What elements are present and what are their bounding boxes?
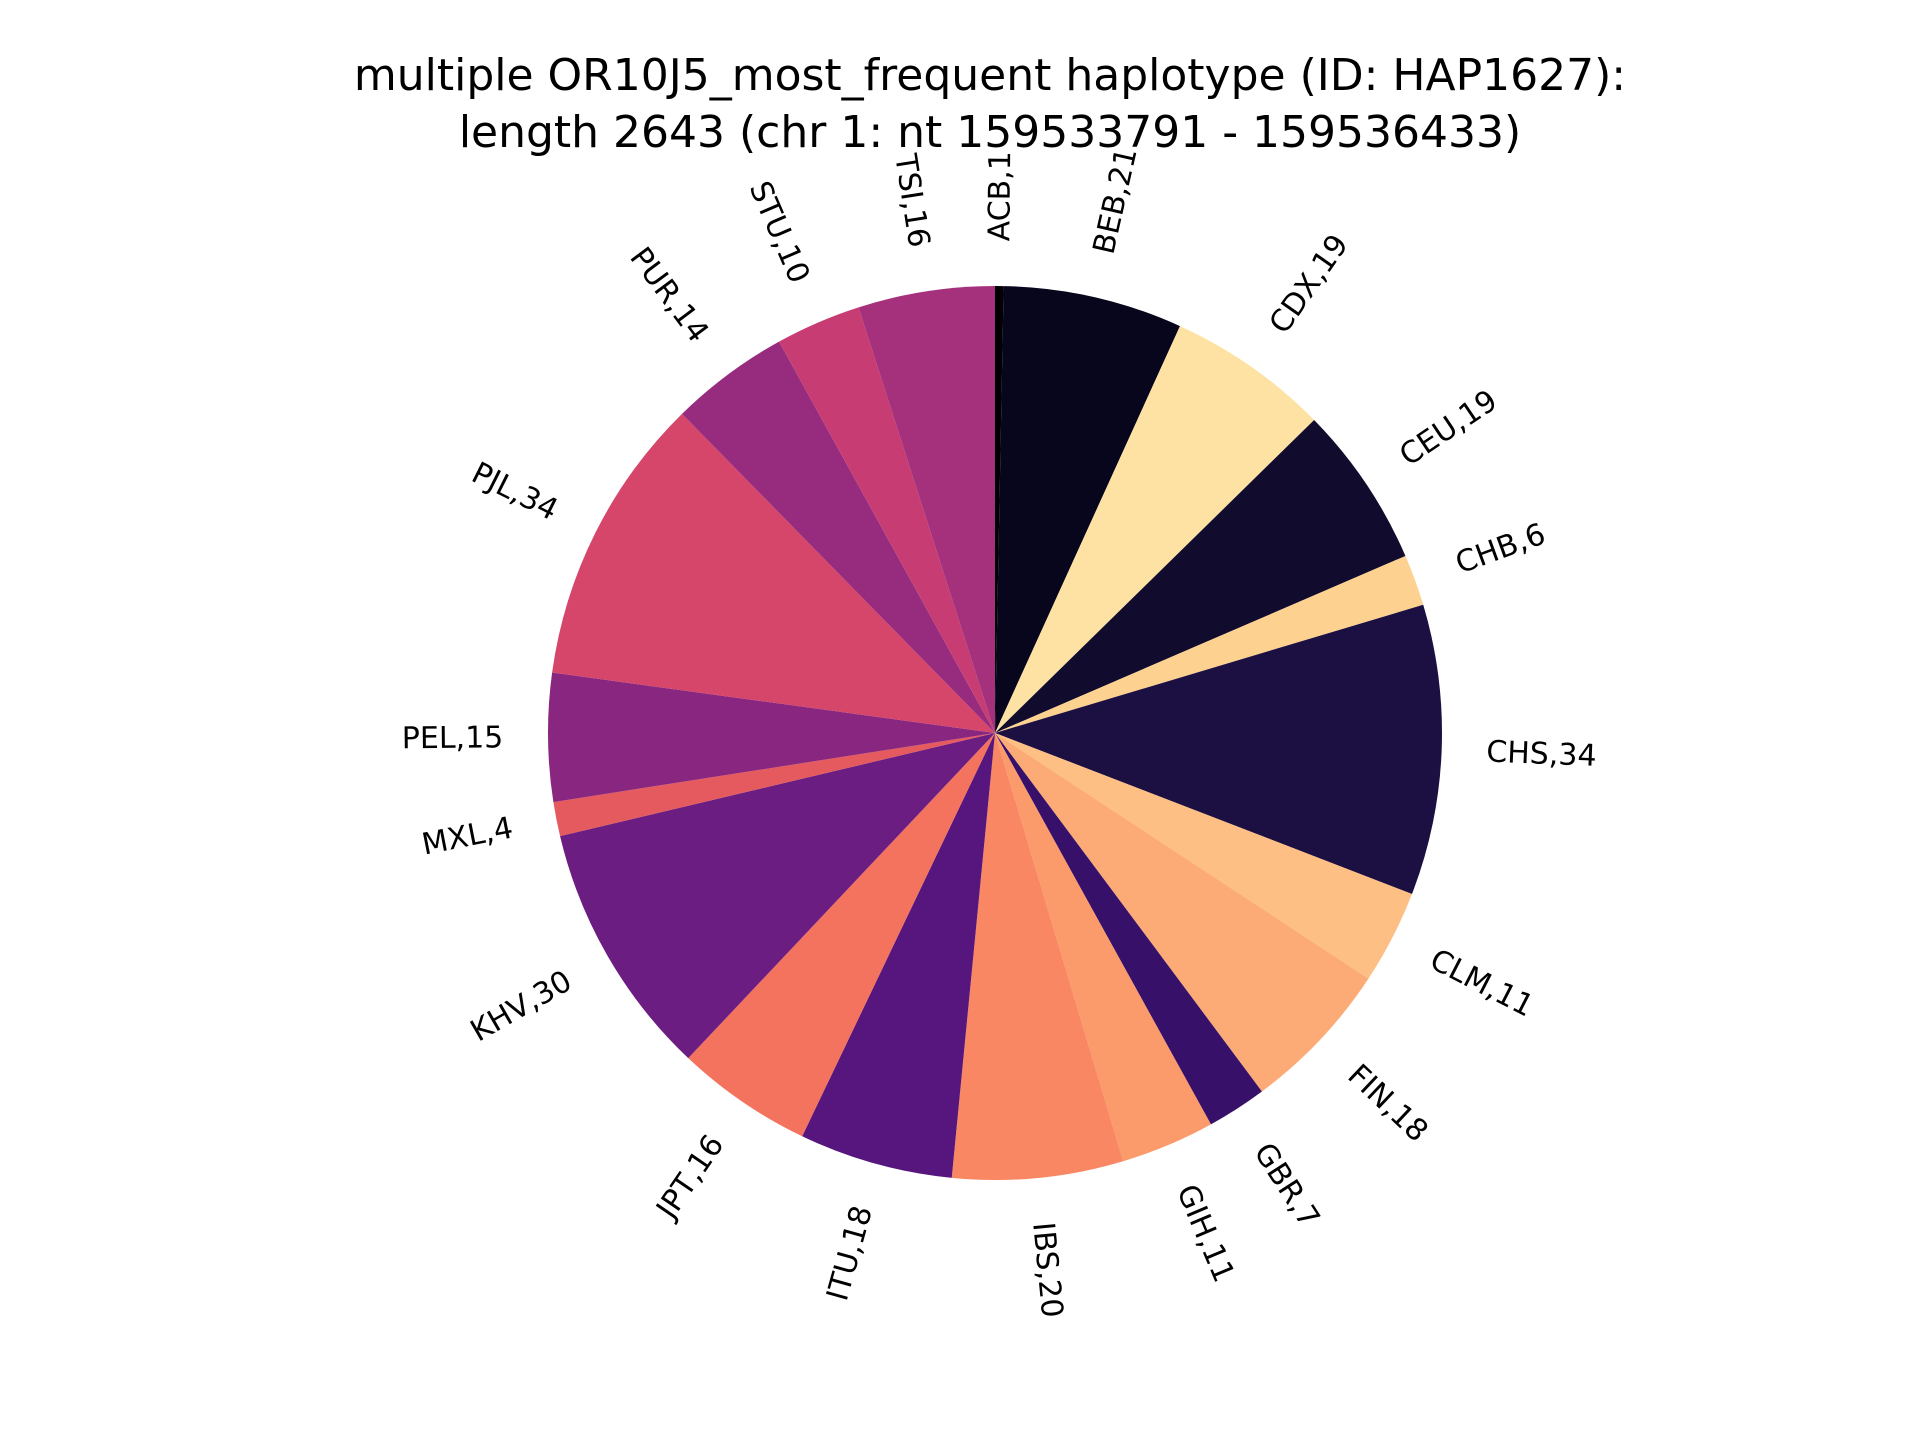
pie-slice-jpt <box>688 733 995 1137</box>
pie-slice-cdx <box>995 326 1315 733</box>
pie-slice-gbr <box>995 733 1262 1125</box>
pie-slice-pel <box>547 672 995 803</box>
chart-title: multiple OR10J5_most_frequent haplotype … <box>354 50 1626 158</box>
pie-label-chs: CHS,34 <box>1486 735 1598 774</box>
pie-slice-chs <box>995 604 1442 894</box>
pie-slice-ceu <box>995 420 1406 733</box>
pie-slice-tsi <box>858 286 995 733</box>
pie-slice-mxl <box>553 733 995 837</box>
pie-slices <box>547 285 1442 1180</box>
pie-slice-khv <box>560 733 995 1059</box>
pie-slice-gih <box>995 733 1211 1162</box>
pie-label-acb: ACB,1 <box>982 151 1018 241</box>
pie-slice-itu <box>802 733 995 1178</box>
chart-title-line-1: multiple OR10J5_most_frequent haplotype … <box>354 50 1626 101</box>
pie-label-pel: PEL,15 <box>402 720 504 756</box>
pie-slice-beb <box>995 286 1180 733</box>
chart-title-line-2: length 2643 (chr 1: nt 159533791 - 15953… <box>459 107 1521 158</box>
pie-slice-clm <box>995 733 1412 979</box>
pie-slice-chb <box>995 555 1424 733</box>
pie-slice-stu <box>779 307 995 733</box>
pie-slice-pur <box>682 341 995 733</box>
pie-slice-ibs <box>951 733 1124 1180</box>
pie-slice-fin <box>995 733 1369 1092</box>
pie-slice-acb <box>995 285 1004 733</box>
pie-slice-pjl <box>552 413 995 733</box>
